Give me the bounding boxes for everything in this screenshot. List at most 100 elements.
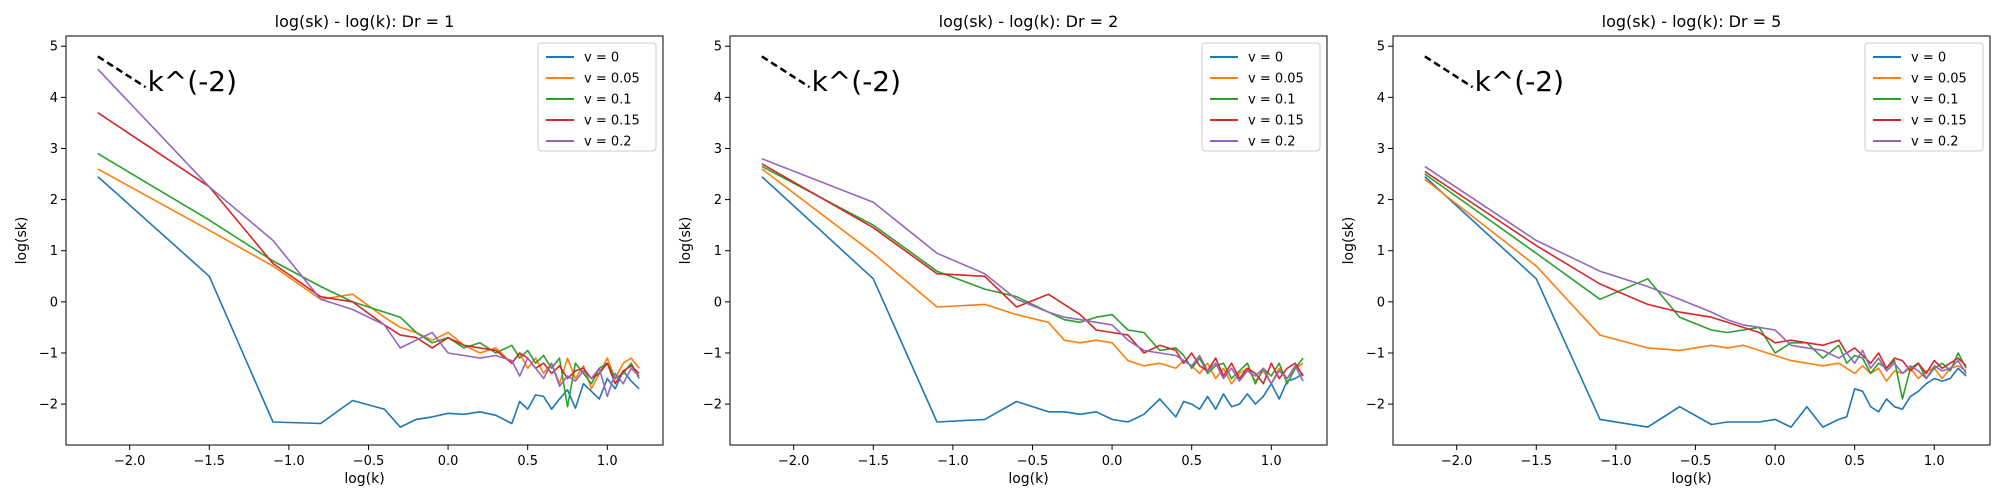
series-line [1424, 178, 1967, 382]
x-tick-label: 0.0 [438, 454, 459, 469]
legend-box [537, 42, 657, 152]
legend: v = 0 v = 0.05 v = 0.1 v = 0.15 v = 0.2 [1201, 42, 1321, 152]
reference-line [761, 55, 811, 89]
chart-panel-1: k^(-2) −2.0 −1.5 −1.0 −0.5 0.0 0.5 1.0 −2 −1 0 1 2 3 4… [14, 12, 664, 487]
y-tick-label: 4 [714, 91, 722, 106]
x-tick-label: 0.5 [1844, 454, 1865, 469]
reference-line [1424, 55, 1474, 89]
chart-panel-3: k^(-2) −2.0 −1.5 −1.0 −0.5 0.0 0.5 1.0 −2 −1 0 1 2 3 4… [1341, 12, 1991, 487]
legend-entry: v = 0 [1248, 51, 1283, 66]
x-tick-label: −0.5 [1017, 454, 1049, 469]
x-tick-label: 1.0 [1924, 454, 1945, 469]
x-tick-label: 0.0 [1102, 454, 1123, 469]
y-tick-label: 5 [714, 40, 722, 55]
y-tick-label: 4 [50, 91, 58, 106]
reference-label: k^(-2) [148, 65, 237, 98]
x-tick-label: 1.0 [1261, 454, 1282, 469]
legend-entry: v = 0 [1911, 51, 1946, 66]
chart-panel-2: k^(-2) −2.0 −1.5 −1.0 −0.5 0.0 0.5 1.0 −2 −1 0 1 2 3 4… [678, 12, 1328, 487]
legend-entry: v = 0.15 [1248, 114, 1304, 129]
x-tick-label: −2.0 [1441, 454, 1473, 469]
series-line [97, 68, 640, 398]
x-axis-label: log(k) [344, 471, 384, 487]
reference-line [97, 55, 147, 89]
plot-frame [729, 35, 1328, 446]
series-line [761, 168, 1304, 385]
x-tick-label: 0.5 [1181, 454, 1202, 469]
y-tick-label: 1 [50, 244, 58, 259]
y-tick-label: −2 [1366, 398, 1385, 413]
y-tick-label: 1 [714, 244, 722, 259]
y-tick-label: 5 [50, 40, 58, 55]
series-line [97, 152, 640, 408]
series-line [97, 176, 640, 428]
y-tick-label: 5 [1377, 40, 1385, 55]
x-tick-label: 0.0 [1765, 454, 1786, 469]
legend-box [1864, 42, 1984, 152]
x-tick-label: −1.0 [273, 454, 305, 469]
y-tick-label: 0 [714, 295, 722, 310]
x-tick-label: −1.5 [193, 454, 225, 469]
legend-entry: v = 0.2 [1248, 135, 1296, 150]
chart-title: log(sk) - log(k): Dr = 2 [939, 12, 1119, 31]
x-tick-label: −1.5 [1520, 454, 1552, 469]
legend-entry: v = 0.1 [1248, 93, 1296, 108]
y-tick-label: 3 [50, 142, 58, 157]
y-tick-label: −1 [39, 346, 58, 361]
y-axis-label: log(sk) [14, 217, 30, 265]
x-tick-label: −0.5 [353, 454, 385, 469]
legend-entry: v = 0.2 [1911, 135, 1959, 150]
y-tick-label: −1 [1366, 346, 1385, 361]
y-tick-label: 2 [714, 193, 722, 208]
legend-entry: v = 0.05 [1911, 72, 1967, 87]
y-tick-label: 1 [1377, 244, 1385, 259]
x-tick-label: −1.5 [857, 454, 889, 469]
y-axis-label: log(sk) [1341, 217, 1357, 265]
series-line [761, 157, 1304, 385]
series-line [1424, 176, 1967, 428]
legend-entry: v = 0.05 [584, 72, 640, 87]
series-line [761, 176, 1304, 423]
y-tick-label: −1 [703, 346, 722, 361]
y-axis-label: log(sk) [678, 217, 694, 265]
x-tick-label: −0.5 [1680, 454, 1712, 469]
y-tick-label: 3 [1377, 142, 1385, 157]
plot-frame [65, 35, 664, 446]
chart-title: log(sk) - log(k): Dr = 1 [275, 12, 455, 31]
series-line [1424, 170, 1967, 375]
y-tick-label: 3 [714, 142, 722, 157]
series-line [1424, 165, 1967, 380]
series-line [761, 163, 1304, 385]
legend-entry: v = 0.15 [1911, 114, 1967, 129]
y-tick-label: 0 [50, 295, 58, 310]
reference-label: k^(-2) [1475, 65, 1564, 98]
x-tick-label: −1.0 [937, 454, 969, 469]
plot-frame [1392, 35, 1991, 446]
legend-entry: v = 0.2 [584, 135, 632, 150]
legend-entry: v = 0.1 [584, 93, 632, 108]
y-tick-label: 4 [1377, 91, 1385, 106]
y-tick-label: 2 [50, 193, 58, 208]
y-tick-label: 2 [1377, 193, 1385, 208]
x-tick-label: 1.0 [597, 454, 618, 469]
reference-label: k^(-2) [812, 65, 901, 98]
x-tick-label: 0.5 [517, 454, 538, 469]
series-line [761, 165, 1304, 385]
y-tick-label: −2 [39, 398, 58, 413]
x-tick-label: −2.0 [114, 454, 146, 469]
legend-entry: v = 0.15 [584, 114, 640, 129]
y-tick-label: −2 [703, 398, 722, 413]
legend-box [1201, 42, 1321, 152]
x-axis-label: log(k) [1008, 471, 1048, 487]
x-axis-label: log(k) [1671, 471, 1711, 487]
x-tick-label: −1.0 [1600, 454, 1632, 469]
legend-entry: v = 0.1 [1911, 93, 1959, 108]
x-tick-label: −2.0 [778, 454, 810, 469]
legend-entry: v = 0 [584, 51, 619, 66]
legend-entry: v = 0.05 [1248, 72, 1304, 87]
y-tick-label: 0 [1377, 295, 1385, 310]
legend: v = 0 v = 0.05 v = 0.1 v = 0.15 v = 0.2 [537, 42, 657, 152]
chart-title: log(sk) - log(k): Dr = 5 [1602, 12, 1782, 31]
legend: v = 0 v = 0.05 v = 0.1 v = 0.15 v = 0.2 [1864, 42, 1984, 152]
